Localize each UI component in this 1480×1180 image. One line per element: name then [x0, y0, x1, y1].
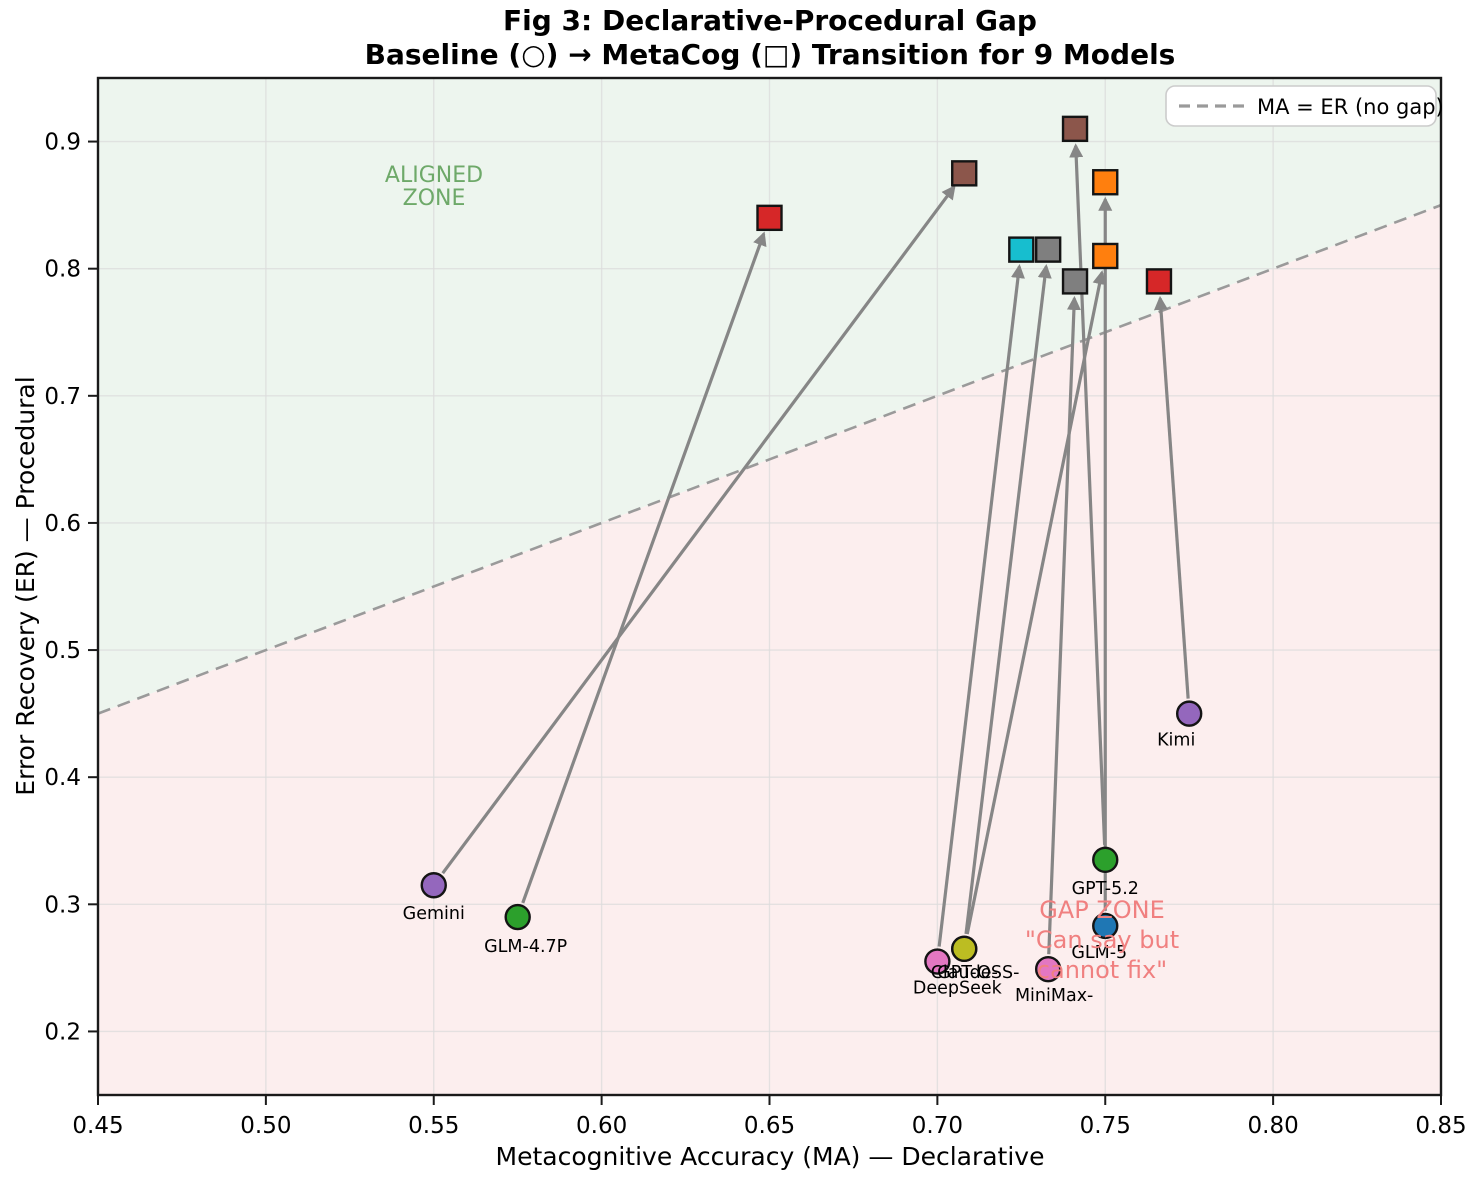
gap-zone-label-line1: GAP ZONE — [1039, 896, 1165, 924]
x-tick-label: 0.65 — [744, 1113, 795, 1139]
transition-arrow-Gemini — [441, 184, 956, 875]
y-tick-label: 0.7 — [44, 384, 81, 410]
metacog-square-Gemini — [951, 160, 978, 187]
transition-arrows — [441, 143, 1190, 955]
model-label-GLM-4.7P: GLM-4.7P — [484, 937, 567, 957]
x-tick-label: 0.80 — [1248, 1113, 1299, 1139]
baseline-circle-GLM-5 — [1092, 912, 1119, 940]
baseline-circle-MiniMax- — [1034, 955, 1062, 983]
metacog-square-GLM-5 — [1092, 169, 1119, 196]
baseline-circle-DeepSeek — [924, 948, 951, 975]
x-tick-label: 0.75 — [1080, 1113, 1131, 1139]
y-tick-label: 0.5 — [44, 638, 81, 664]
x-tick-label: 0.85 — [1415, 1113, 1466, 1139]
legend: MA = ER (no gap) — [1165, 85, 1444, 127]
transition-arrow-GPT-OSS- — [965, 270, 1107, 935]
baseline-circle-GLM-4.7P — [504, 903, 531, 931]
identity-line — [97, 203, 1442, 715]
metacog-square-GPT-OSS- — [1092, 242, 1119, 270]
x-tick-label: 0.45 — [72, 1113, 123, 1139]
transition-arrow-DeepSeek — [937, 263, 1025, 947]
model-label-MiniMax-: MiniMax- — [1015, 986, 1093, 1006]
metacog-square-DeepSeek — [1008, 236, 1035, 263]
transition-arrow-GLM-4.7P — [521, 231, 767, 904]
x-tick-label: 0.60 — [576, 1113, 627, 1139]
model-label-GPT-5.2: GPT-5.2 — [1072, 879, 1139, 899]
transition-arrow-GPT-5.2 — [1069, 143, 1107, 845]
y-tick-label: 0.8 — [44, 257, 81, 283]
transition-arrow-Claude- — [964, 263, 1052, 935]
baseline-markers — [420, 700, 1203, 983]
model-label-DeepSeek: DeepSeek — [913, 979, 1003, 999]
model-label-Gemini: Gemini — [403, 904, 465, 924]
x-axis-label: Metacognitive Accuracy (MA) — Declarativ… — [496, 1142, 1045, 1171]
aligned-zone-label-line1: ALIGNED — [385, 163, 483, 188]
model-label-GPT-OSS-: GPT-OSS- — [937, 963, 1019, 983]
y-tick-label: 0.3 — [44, 892, 81, 918]
metacog-square-MiniMax- — [1061, 268, 1089, 295]
baseline-circle-GPT-5.2 — [1092, 846, 1119, 874]
baseline-circle-GPT-OSS- — [951, 935, 978, 963]
axis-ticks: 0.45 0.50 0.55 0.60 0.65 0.70 0.75 0.80 0.85 0.2 0… — [44, 130, 1466, 1139]
y-tick-label: 0.4 — [44, 765, 81, 791]
chart-title-line1: Fig 3: Declarative-Procedural Gap — [503, 4, 1037, 37]
gridlines — [98, 78, 1441, 1095]
metacog-square-Kimi — [1145, 268, 1173, 295]
metacog-square-Claude- — [1034, 236, 1062, 263]
y-tick-label: 0.9 — [44, 130, 81, 156]
model-label-GLM-5: GLM-5 — [1071, 943, 1127, 963]
y-tick-label: 0.6 — [44, 511, 81, 537]
metacog-square-GPT-5.2 — [1061, 115, 1089, 143]
baseline-circle-Gemini — [420, 872, 447, 899]
model-label-Kimi: Kimi — [1157, 731, 1195, 751]
y-tick-label: 0.2 — [44, 1019, 81, 1045]
metacog-square-GLM-4.7P — [756, 204, 783, 232]
legend-box — [1165, 85, 1437, 127]
identity-line-group — [97, 203, 1442, 715]
y-axis-label: Error Recovery (ER) — Procedural — [11, 376, 40, 795]
gap-zone-label-line3: cannot fix" — [1037, 956, 1167, 984]
x-tick-label: 0.55 — [408, 1113, 459, 1139]
chart-title-line2: Baseline (○) → MetaCog (□) Transition fo… — [365, 38, 1176, 71]
metacog-markers — [756, 115, 1173, 295]
model-label-Claude-: Claude- — [931, 963, 998, 983]
transition-arrow-MiniMax- — [1047, 295, 1081, 955]
gap-zone-label-line2: "Can say but — [1025, 926, 1179, 954]
x-tick-label: 0.50 — [240, 1113, 291, 1139]
aligned-zone-label-line2: ZONE — [403, 186, 466, 211]
legend-entry-label: MA = ER (no gap) — [1257, 95, 1444, 119]
x-tick-label: 0.70 — [912, 1113, 963, 1139]
transition-arrow-Kimi — [1153, 295, 1190, 699]
baseline-circle-Kimi — [1175, 700, 1203, 727]
